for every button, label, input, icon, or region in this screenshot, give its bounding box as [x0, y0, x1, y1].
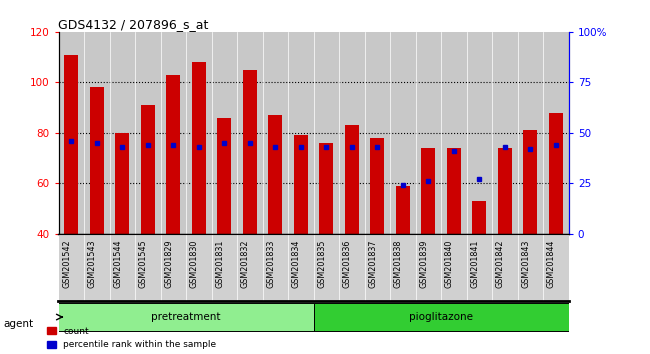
Text: pioglitazone: pioglitazone — [410, 312, 473, 322]
Bar — [294, 136, 308, 234]
Text: GSM201836: GSM201836 — [343, 239, 352, 288]
Bar — [90, 87, 104, 234]
Bar — [192, 62, 206, 234]
Text: GDS4132 / 207896_s_at: GDS4132 / 207896_s_at — [58, 18, 209, 31]
Bar — [549, 113, 563, 234]
Bar — [473, 201, 486, 234]
Bar — [141, 105, 155, 234]
Text: GSM201832: GSM201832 — [241, 239, 250, 288]
Bar — [421, 148, 436, 234]
Bar — [166, 75, 180, 234]
Bar — [498, 148, 512, 234]
Text: GSM201835: GSM201835 — [317, 239, 326, 288]
Text: GSM201544: GSM201544 — [113, 239, 122, 288]
Bar — [58, 303, 313, 331]
Text: GSM201840: GSM201840 — [445, 239, 454, 288]
Text: agent: agent — [3, 319, 33, 329]
Text: GSM201837: GSM201837 — [369, 239, 378, 288]
Bar — [447, 148, 461, 234]
Bar — [268, 115, 282, 234]
Text: GSM201542: GSM201542 — [62, 239, 72, 288]
Text: GSM201843: GSM201843 — [521, 239, 530, 288]
Bar — [64, 55, 78, 234]
Text: GSM201829: GSM201829 — [164, 239, 174, 288]
Text: GSM201842: GSM201842 — [496, 239, 505, 288]
Text: GSM201543: GSM201543 — [88, 239, 97, 288]
Bar — [313, 303, 569, 331]
Bar — [115, 133, 129, 234]
Text: GSM201838: GSM201838 — [394, 239, 403, 288]
Text: GSM201844: GSM201844 — [547, 239, 556, 288]
Bar — [243, 70, 257, 234]
Text: GSM201830: GSM201830 — [190, 239, 199, 288]
Text: GSM201545: GSM201545 — [139, 239, 148, 288]
Bar — [319, 143, 333, 234]
Bar — [370, 138, 384, 234]
Bar — [396, 186, 410, 234]
Text: GSM201834: GSM201834 — [292, 239, 301, 288]
Text: pretreatment: pretreatment — [151, 312, 221, 322]
Text: GSM201841: GSM201841 — [471, 239, 480, 288]
Bar — [523, 130, 538, 234]
Text: GSM201833: GSM201833 — [266, 239, 276, 288]
Bar — [345, 125, 359, 234]
Legend: count, percentile rank within the sample: count, percentile rank within the sample — [47, 327, 216, 349]
Text: GSM201831: GSM201831 — [215, 239, 224, 288]
Text: GSM201839: GSM201839 — [419, 239, 428, 288]
Bar — [217, 118, 231, 234]
